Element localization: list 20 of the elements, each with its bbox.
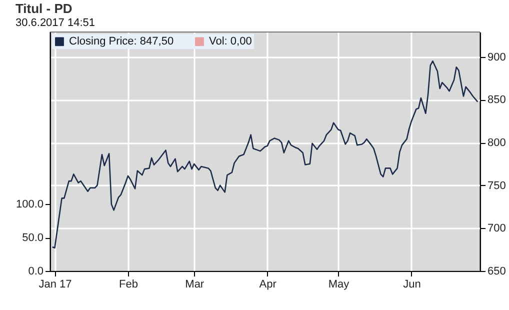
chart-subtitle: 30.6.2017 14:51 (15, 17, 96, 29)
line-series (52, 60, 478, 249)
y2-tick-label: 700 (488, 222, 506, 235)
y2-tick-label: 850 (488, 94, 506, 106)
x-tick-label: Jan 17 (38, 278, 72, 290)
y2-tick-label: 750 (488, 180, 506, 192)
y-tick-label: 100.0 (16, 198, 44, 211)
y-tick-label: 50.0 (22, 232, 44, 244)
x-tick-label: May (328, 278, 350, 290)
legend-label: Vol: 0,00 (209, 36, 252, 48)
chart-title: Titul - PD (15, 1, 72, 16)
y-tick-label: 0.0 (28, 266, 44, 278)
x-tick-label: Jun (403, 278, 421, 290)
x-tick-label: Mar (185, 278, 204, 290)
y2-tick-label: 650 (488, 266, 506, 278)
x-tick-label: Feb (118, 278, 138, 290)
x-tick-label: Apr (259, 278, 277, 290)
y2-tick-label: 900 (488, 51, 506, 64)
legend-label: Closing Price: 847,50 (69, 36, 174, 48)
y2-tick-label: 800 (488, 137, 506, 150)
